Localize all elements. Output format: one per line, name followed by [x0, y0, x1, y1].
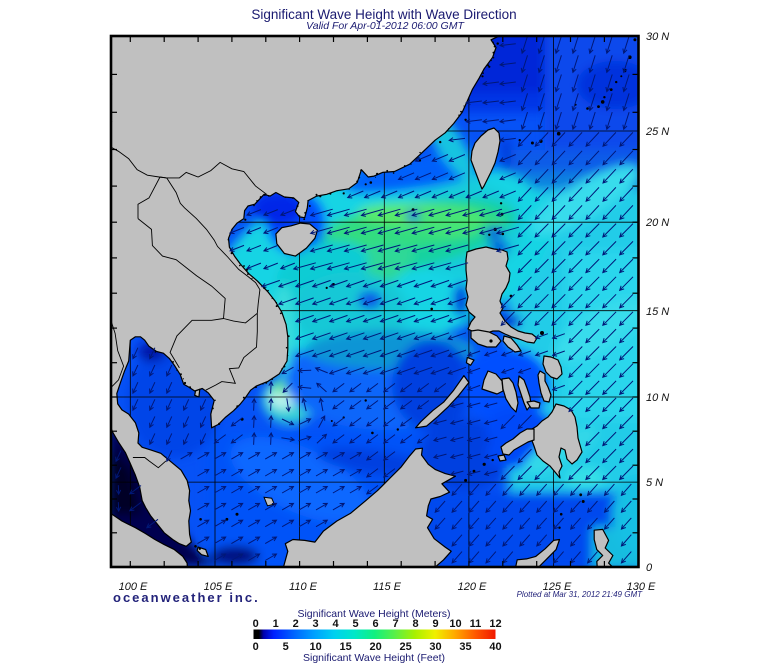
svg-text:10 N: 10 N: [646, 392, 669, 404]
svg-text:105 E: 105 E: [204, 581, 233, 593]
svg-text:25: 25: [399, 641, 411, 653]
svg-text:0: 0: [253, 618, 259, 630]
svg-text:5 N: 5 N: [646, 477, 663, 489]
svg-text:Significant Wave Height (Meter: Significant Wave Height (Meters): [297, 608, 450, 620]
svg-text:8: 8: [413, 618, 419, 630]
svg-text:25 N: 25 N: [645, 126, 669, 138]
svg-text:6: 6: [373, 618, 379, 630]
svg-text:12: 12: [489, 618, 501, 630]
svg-text:Valid For Apr-01-2012 06:00 GM: Valid For Apr-01-2012 06:00 GMT: [306, 20, 465, 32]
svg-text:130 E: 130 E: [627, 581, 656, 593]
svg-text:0: 0: [253, 641, 259, 653]
svg-text:20: 20: [369, 641, 381, 653]
svg-text:5: 5: [283, 641, 289, 653]
svg-text:20 N: 20 N: [645, 217, 669, 229]
svg-text:40: 40: [489, 641, 501, 653]
svg-text:Significant Wave Height with W: Significant Wave Height with Wave Direct…: [251, 7, 516, 22]
svg-text:5: 5: [353, 618, 359, 630]
svg-text:1: 1: [273, 618, 279, 630]
svg-text:10: 10: [449, 618, 461, 630]
svg-text:4: 4: [333, 618, 340, 630]
svg-text:125 E: 125 E: [543, 581, 572, 593]
svg-text:0: 0: [646, 562, 653, 574]
svg-text:120 E: 120 E: [458, 581, 487, 593]
svg-text:30: 30: [429, 641, 441, 653]
svg-text:7: 7: [393, 618, 399, 630]
svg-text:11: 11: [470, 618, 482, 630]
svg-text:2: 2: [293, 618, 299, 630]
svg-text:10: 10: [309, 641, 321, 653]
svg-text:35: 35: [459, 641, 471, 653]
svg-text:110 E: 110 E: [289, 581, 318, 593]
svg-text:100 E: 100 E: [119, 581, 148, 593]
svg-text:Significant Wave Height (Feet): Significant Wave Height (Feet): [303, 652, 445, 664]
svg-text:15: 15: [339, 641, 351, 653]
svg-text:3: 3: [313, 618, 319, 630]
svg-text:Plotted at Mar 31, 2012 21:49: Plotted at Mar 31, 2012 21:49 GMT: [517, 590, 644, 599]
svg-text:oceanweather inc.: oceanweather inc.: [113, 590, 260, 605]
svg-text:9: 9: [433, 618, 439, 630]
svg-text:15 N: 15 N: [646, 306, 669, 318]
svg-text:30 N: 30 N: [646, 31, 669, 43]
svg-text:115 E: 115 E: [373, 581, 402, 593]
